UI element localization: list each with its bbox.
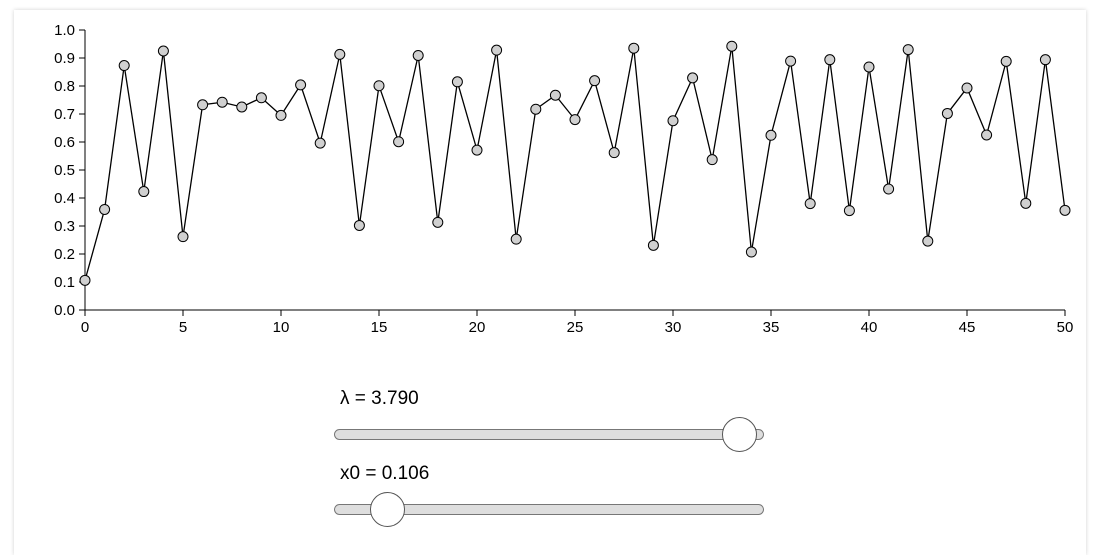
y-tick-label: 0.2 [54,246,75,263]
data-point [883,183,895,195]
data-point [177,231,189,243]
x-tick-label: 25 [567,319,584,336]
data-point [275,109,287,121]
data-point [393,136,405,148]
data-point [726,40,738,52]
data-points [79,40,1071,286]
data-point [373,80,385,92]
x0-slider-thumb[interactable] [369,492,405,527]
data-point [353,219,365,231]
data-point [608,147,620,159]
data-point [255,92,267,104]
series-line [84,46,1066,281]
data-point [118,60,130,72]
chart-card: 0.0 0.1 0.2 0.3 0.4 0.5 0.6 0.7 0.8 0.9 1.0 0 5 10 15… [14,10,1086,555]
data-point [941,107,953,119]
data-point [197,99,209,111]
data-point [471,144,483,156]
data-point [412,49,424,61]
x-axis: 0 5 10 15 20 25 30 35 40 45 50 [81,309,1074,336]
data-point [981,129,993,141]
y-tick-label: 0.4 [54,190,75,207]
x-tick-label: 35 [763,319,780,336]
x-tick-label: 45 [959,319,976,336]
x-tick-label: 40 [861,319,878,336]
data-point [745,246,757,258]
lambda-label: λ = 3.790 [340,388,419,409]
data-point [216,96,228,108]
data-point [863,61,875,73]
y-tick-label: 0.8 [54,78,75,95]
x-tick-label: 20 [469,319,486,336]
data-point [961,82,973,94]
x0-label: x0 = 0.106 [340,463,430,484]
y-tick-label: 1.0 [54,22,75,39]
data-point [549,89,561,101]
data-point [647,239,659,251]
data-point [157,45,169,57]
line-chart: 0.0 0.1 0.2 0.3 0.4 0.5 0.6 0.7 0.8 0.9 1.0 0 5 10 15… [54,22,1074,336]
data-point [804,198,816,210]
data-point [138,186,150,198]
lambda-slider-track[interactable] [334,429,764,440]
data-point [1020,197,1032,209]
y-axis: 0.0 0.1 0.2 0.3 0.4 0.5 0.6 0.7 0.8 0.9 1.0 [54,22,86,319]
data-point [491,44,503,56]
lambda-slider-thumb[interactable] [721,417,757,452]
data-point [569,114,581,126]
data-point [628,42,640,54]
data-point [99,203,111,215]
x-tick-label: 15 [371,319,388,336]
y-tick-label: 0.6 [54,134,75,151]
data-point [687,72,699,84]
data-point [510,233,522,245]
y-tick-label: 0.7 [54,106,75,123]
data-point [824,54,836,66]
data-point [902,44,914,56]
data-point [79,274,91,286]
x-tick-label: 30 [665,319,682,336]
data-point [765,129,777,141]
data-point [530,103,542,115]
data-point [706,154,718,166]
data-point [236,101,248,113]
x-tick-label: 5 [179,319,187,336]
data-point [295,79,307,91]
lambda-slider-group: λ = 3.790 [334,386,774,452]
data-point [1059,204,1071,216]
data-point [922,235,934,247]
x0-slider-track[interactable] [334,504,764,515]
data-point [334,48,346,60]
data-point [1000,55,1012,67]
data-point [432,216,444,228]
x0-slider-group: x0 = 0.106 [334,461,774,527]
x-tick-label: 50 [1057,319,1074,336]
y-tick-label: 0.1 [54,274,75,291]
data-point [451,76,463,88]
y-tick-label: 0.5 [54,162,75,179]
data-point [314,137,326,149]
data-point [843,205,855,217]
data-point [589,75,601,87]
data-point [1039,54,1051,66]
x-tick-label: 10 [273,319,290,336]
y-tick-label: 0.0 [54,302,75,319]
data-point [667,115,679,127]
x-tick-label: 0 [81,319,89,336]
y-tick-label: 0.3 [54,218,75,235]
data-point [785,55,797,67]
y-tick-label: 0.9 [54,50,75,67]
